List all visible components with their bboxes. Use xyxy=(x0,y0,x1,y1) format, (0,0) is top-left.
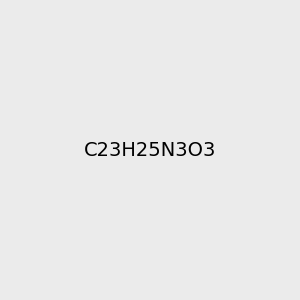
Text: C23H25N3O3: C23H25N3O3 xyxy=(84,140,216,160)
